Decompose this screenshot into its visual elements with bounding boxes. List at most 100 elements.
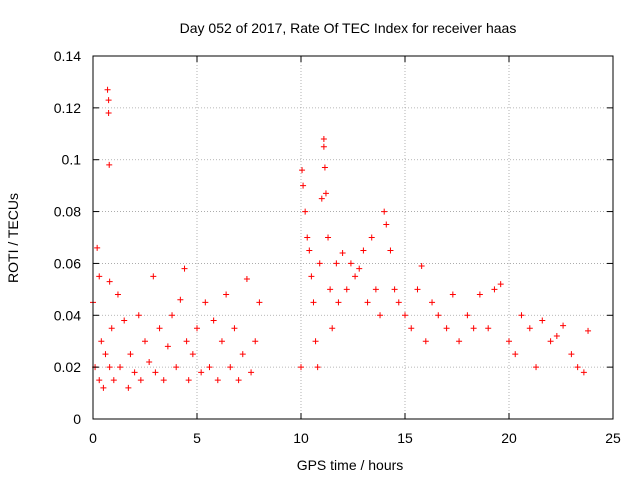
data-point (214, 377, 221, 384)
x-tick-label: 25 (605, 430, 621, 446)
axis-ticks (92, 55, 614, 420)
data-point (104, 86, 111, 93)
data-point (456, 338, 463, 345)
y-tick-label: 0.12 (54, 100, 81, 116)
data-point (321, 164, 328, 171)
data-point (470, 325, 477, 332)
data-point (142, 338, 148, 345)
data-point (94, 244, 101, 251)
data-point (108, 325, 115, 332)
data-point (156, 325, 163, 332)
data-point (408, 325, 415, 332)
x-tick-label: 20 (501, 430, 517, 446)
data-point (300, 182, 307, 189)
data-point (150, 273, 157, 280)
data-point (127, 351, 134, 358)
data-point (422, 338, 429, 345)
data-point (137, 377, 144, 384)
data-point (100, 384, 107, 391)
data-point (248, 369, 255, 376)
plot-frame (92, 55, 614, 420)
data-point (96, 273, 103, 280)
data-point (206, 364, 213, 371)
data-point (194, 325, 200, 332)
data-point (231, 325, 238, 332)
data-point (105, 110, 112, 117)
data-point (189, 351, 196, 358)
data-point (177, 296, 184, 303)
data-point (343, 286, 350, 293)
data-point (227, 364, 234, 371)
data-point (312, 338, 319, 345)
data-point (256, 299, 263, 306)
data-point (314, 364, 321, 371)
data-point (526, 325, 533, 332)
data-point (198, 369, 205, 376)
data-point (183, 338, 190, 345)
data-point (173, 364, 180, 371)
y-tick-label: 0.02 (54, 359, 81, 375)
chart-title: Day 052 of 2017, Rate Of TEC Index for r… (180, 20, 517, 36)
data-point (210, 317, 217, 324)
data-point (320, 143, 327, 150)
data-point (547, 338, 554, 345)
data-point (152, 369, 159, 376)
data-point (391, 286, 398, 293)
x-tick-label: 0 (89, 430, 97, 446)
data-point (333, 260, 340, 267)
data-point (568, 351, 575, 358)
data-point (308, 273, 315, 280)
data-point (181, 265, 188, 272)
data-points (90, 86, 592, 391)
data-point (185, 377, 192, 384)
data-point (135, 312, 142, 319)
data-point (304, 234, 311, 241)
data-point (316, 260, 323, 267)
data-point (235, 377, 242, 384)
data-point (414, 286, 421, 293)
data-point (497, 281, 504, 288)
data-point (512, 351, 519, 358)
data-point (491, 286, 498, 293)
data-point (372, 286, 379, 293)
data-point (485, 325, 492, 332)
data-point (418, 263, 425, 270)
data-point (169, 312, 176, 319)
y-tick-label: 0.06 (54, 255, 81, 271)
data-point (506, 338, 512, 345)
data-point (352, 273, 359, 280)
data-point (160, 377, 167, 384)
data-point (383, 221, 390, 228)
data-point (223, 291, 230, 298)
data-point (402, 312, 408, 319)
data-point (377, 312, 384, 319)
data-point (356, 265, 363, 272)
data-point (105, 97, 112, 104)
data-point (347, 260, 354, 267)
data-point (106, 278, 113, 285)
data-point (325, 234, 332, 241)
data-point (435, 312, 442, 319)
x-tick-label: 5 (193, 430, 201, 446)
data-point (329, 325, 336, 332)
data-point (518, 312, 525, 319)
data-point (218, 338, 225, 345)
data-point (560, 322, 567, 329)
y-tick-label: 0 (73, 411, 81, 427)
data-point (239, 351, 246, 358)
data-point (395, 299, 402, 306)
data-point (102, 351, 109, 358)
data-point (429, 299, 436, 306)
data-point (320, 135, 327, 142)
data-point (574, 364, 581, 371)
y-tick-label: 0.1 (62, 152, 82, 168)
data-point (533, 364, 540, 371)
data-point (114, 291, 121, 298)
data-point (96, 377, 103, 384)
data-point (252, 338, 259, 345)
data-point (322, 190, 329, 197)
data-point (585, 327, 592, 334)
data-point (298, 364, 304, 371)
data-point (360, 247, 367, 254)
